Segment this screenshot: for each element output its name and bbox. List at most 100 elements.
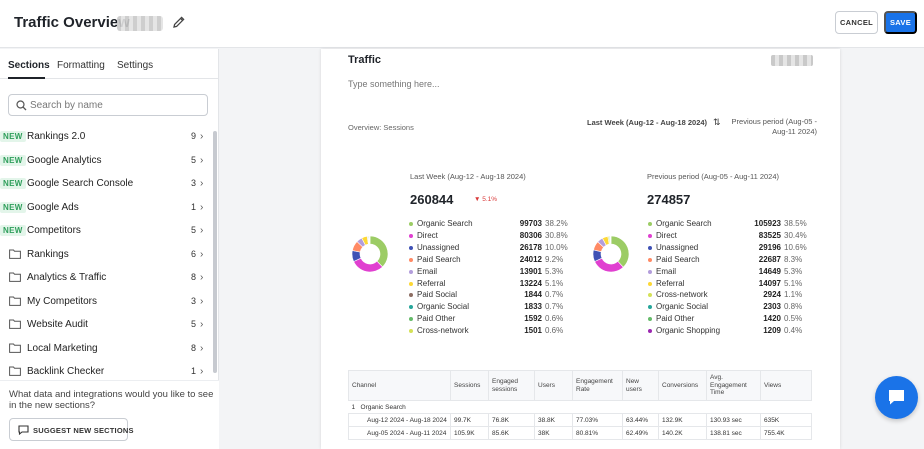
cancel-button[interactable]: CANCEL — [835, 11, 878, 34]
table-cell: 38.8K — [534, 413, 573, 427]
legend-pct: 0.5% — [784, 314, 803, 324]
legend-dot — [648, 233, 652, 238]
table-cell: 77.03% — [572, 413, 623, 427]
section-label: Local Marketing — [27, 342, 98, 354]
table-cell: Aug-05 2024 - Aug-11 2024 — [348, 426, 451, 440]
table-cell: 130.93 sec — [706, 413, 761, 427]
group-index: 1 — [351, 403, 356, 411]
current-total: 260844 — [410, 192, 454, 207]
legend-item: Organic Social 1833 0.7% — [409, 302, 577, 314]
section-item[interactable]: Local Marketing 8 › — [0, 339, 212, 359]
legend-dot — [648, 281, 652, 286]
table-group-row[interactable]: 1 Organic Search — [348, 400, 812, 414]
section-description[interactable]: Type something here... — [348, 79, 440, 89]
active-tab-indicator — [8, 77, 45, 79]
legend-dot — [409, 281, 413, 286]
chevron-right-icon: › — [200, 131, 204, 142]
footer-question: What data and integrations would you lik… — [9, 389, 214, 411]
section-title[interactable]: Traffic — [348, 54, 382, 66]
legend-dot — [648, 222, 652, 226]
section-label: Rankings — [27, 248, 69, 260]
legend-label: Unassigned — [417, 242, 460, 252]
blurred-logo — [771, 55, 813, 66]
table-cell: 105.9K — [450, 426, 489, 440]
donut-slice[interactable] — [610, 235, 630, 268]
section-item[interactable]: Google Analytics NEW 5 › — [0, 151, 212, 171]
group-label: Organic Search — [360, 403, 406, 411]
donut-slice[interactable] — [369, 235, 371, 245]
legend-dot — [648, 329, 652, 334]
new-badge: NEW — [0, 178, 26, 189]
legend-value: 1592 — [524, 314, 542, 324]
table-cell: 140.2K — [658, 426, 707, 440]
tab-formatting[interactable]: Formatting — [57, 60, 105, 71]
legend-pct: 5.1% — [545, 278, 564, 288]
legend-item: Organic Social 2303 0.8% — [648, 302, 816, 314]
legend-pct: 0.7% — [545, 302, 564, 312]
search-input[interactable] — [30, 98, 200, 113]
chat-icon — [889, 390, 904, 405]
chat-bubble-icon[interactable] — [875, 376, 918, 419]
legend-label: Direct — [656, 230, 677, 240]
legend-label: Organic Search — [656, 219, 712, 228]
table-header[interactable]: Users — [534, 370, 573, 401]
section-label: Google Ads — [27, 201, 79, 213]
new-badge: NEW — [0, 201, 26, 213]
legend-item: Cross-network 1501 0.6% — [409, 326, 577, 338]
section-item[interactable]: Backlink Checker 1 › — [0, 362, 212, 382]
section-item[interactable]: My Competitors 3 › — [0, 292, 212, 312]
legend-value: 1420 — [763, 314, 781, 324]
table-row: Aug-05 2024 - Aug-11 2024 105.9K 85.6K 3… — [348, 426, 812, 440]
search-icon — [16, 100, 27, 111]
section-item[interactable]: Rankings 6 › — [0, 245, 212, 265]
legend-pct: 0.4% — [784, 326, 803, 336]
table-cell: 76.8K — [488, 413, 535, 427]
comment-icon — [18, 425, 29, 435]
legend-label: Cross-network — [656, 290, 708, 300]
legend-item: Organic Search 99703 38.2% — [409, 219, 577, 231]
legend-label: Paid Other — [417, 314, 456, 324]
save-button[interactable]: SAVE — [884, 11, 917, 34]
section-count: 3 — [190, 178, 196, 188]
table-header[interactable]: Avg. Engagement Time — [706, 370, 761, 401]
legend-pct: 0.7% — [545, 290, 564, 300]
sidebar: Sections Formatting Settings Rankings 2.… — [0, 49, 219, 449]
table-header[interactable]: Views — [760, 370, 812, 401]
tab-sections[interactable]: Sections — [8, 60, 50, 71]
legend-label: Organic Search — [417, 219, 473, 228]
donut-slice[interactable] — [369, 235, 389, 268]
table-header[interactable]: Conversions — [658, 370, 707, 401]
section-count: 1 — [190, 201, 196, 212]
section-item[interactable]: Analytics & Traffic 8 › — [0, 268, 212, 288]
chevron-right-icon: › — [200, 178, 204, 189]
section-item[interactable]: Google Ads NEW 1 › — [0, 198, 212, 218]
table-header[interactable]: Engaged sessions — [488, 370, 535, 401]
previous-total: 274857 — [647, 192, 691, 207]
chevron-right-icon: › — [200, 272, 204, 283]
legend-item: Unassigned 26178 10.0% — [409, 243, 577, 255]
chevron-right-icon: › — [200, 319, 204, 330]
section-label: Website Audit — [27, 319, 88, 330]
chevron-right-icon: › — [200, 154, 204, 166]
legend-dot — [409, 329, 413, 334]
section-item[interactable]: Website Audit 5 › — [0, 315, 212, 335]
sidebar-scrollbar[interactable] — [213, 131, 217, 373]
suggest-new-sections-button[interactable]: SUGGEST NEW SECTIONS — [9, 418, 133, 441]
legend-value: 1833 — [524, 302, 542, 312]
table-header[interactable]: Engagement Rate — [572, 370, 623, 401]
period-label: Last Week (Aug-12 - Aug-18 2024) — [587, 118, 708, 127]
section-item[interactable]: Rankings 2.0 NEW 9 › — [0, 127, 212, 147]
table-header[interactable]: New users — [622, 370, 659, 401]
section-search[interactable] — [8, 94, 208, 116]
table-header[interactable]: Sessions — [450, 370, 489, 401]
section-item[interactable]: Competitors NEW 5 › — [0, 221, 212, 241]
legend-dot — [648, 257, 652, 262]
section-item[interactable]: Google Search Console NEW 3 › — [0, 174, 212, 194]
section-label: Rankings 2.0 — [27, 131, 86, 142]
table-header[interactable]: Channel — [348, 370, 451, 401]
tab-settings[interactable]: Settings — [117, 60, 154, 71]
legend-dot — [409, 233, 413, 238]
pencil-icon[interactable] — [172, 15, 186, 29]
new-badge: NEW — [0, 225, 26, 236]
legend-item: Organic Shopping 1209 0.4% — [648, 326, 816, 338]
